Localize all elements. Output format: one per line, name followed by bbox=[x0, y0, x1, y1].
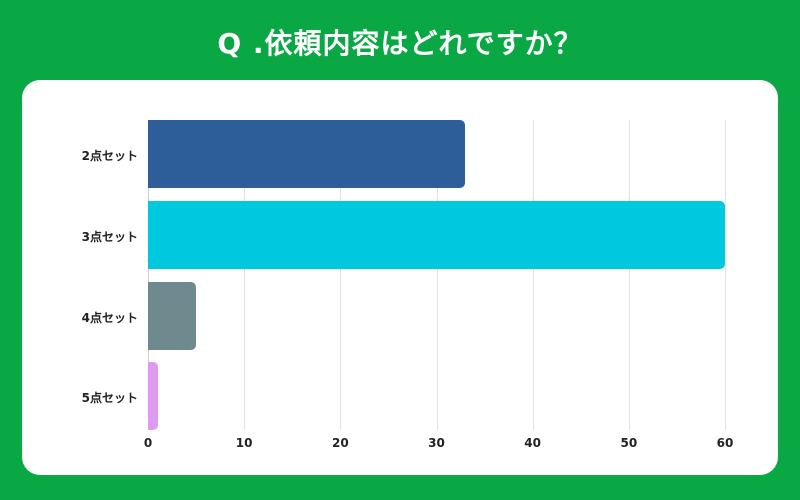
gridline bbox=[340, 120, 342, 430]
bar[interactable] bbox=[148, 201, 725, 269]
chart-title: Q .依頼内容はどれですか？ bbox=[217, 27, 583, 60]
category-label: 3点セット bbox=[81, 230, 138, 244]
x-tick-label: 10 bbox=[235, 436, 253, 450]
bar[interactable] bbox=[148, 282, 197, 350]
gridline bbox=[725, 120, 726, 430]
plot-area bbox=[148, 120, 726, 430]
category-label: 5点セット bbox=[81, 391, 138, 405]
x-tick-label: 40 bbox=[524, 436, 541, 450]
gridline bbox=[244, 120, 246, 430]
category-label: 4点セット bbox=[81, 311, 138, 325]
gridline bbox=[532, 120, 534, 430]
x-tick-label: 20 bbox=[331, 436, 349, 450]
gridline bbox=[148, 120, 149, 430]
bar[interactable] bbox=[148, 362, 158, 430]
x-tick-label: 0 bbox=[143, 436, 153, 450]
bar[interactable] bbox=[148, 120, 466, 188]
category-label: 2点セット bbox=[81, 149, 138, 163]
x-tick-label: 50 bbox=[620, 436, 638, 450]
x-tick-label: 30 bbox=[428, 436, 445, 450]
gridline bbox=[436, 120, 438, 430]
gridline bbox=[628, 120, 630, 430]
x-tick-label: 60 bbox=[716, 436, 734, 450]
